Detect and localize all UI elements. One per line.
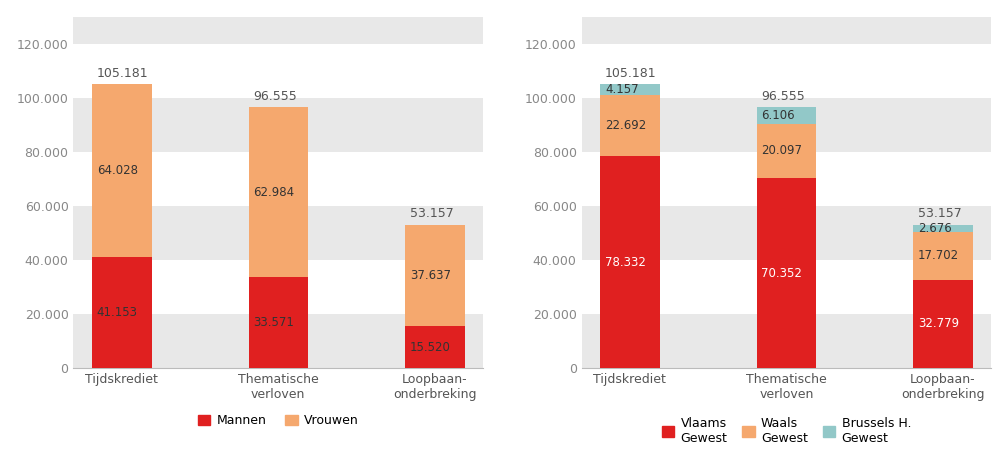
Bar (405, 225, 465, 326)
Bar (757, 178, 816, 368)
Text: 6.106: 6.106 (761, 109, 795, 122)
Bar (913, 225, 973, 232)
Bar (913, 280, 973, 368)
Bar (74, 314, 483, 368)
Bar (757, 107, 816, 124)
Text: 105.181: 105.181 (97, 67, 148, 80)
Bar (249, 278, 308, 368)
Bar (600, 95, 659, 157)
Text: 2.676: 2.676 (918, 222, 952, 234)
Bar (582, 314, 991, 368)
Text: 64.028: 64.028 (97, 164, 138, 177)
Bar (913, 232, 973, 280)
Text: 32.779: 32.779 (918, 318, 960, 331)
Bar (600, 84, 659, 95)
Text: 78.332: 78.332 (605, 256, 646, 269)
Text: 33.571: 33.571 (253, 317, 294, 329)
Text: 37.637: 37.637 (410, 269, 451, 282)
Text: 4.157: 4.157 (605, 83, 639, 96)
Bar (757, 124, 816, 178)
Bar (582, 206, 991, 260)
Text: 22.692: 22.692 (605, 119, 646, 132)
Text: 41.153: 41.153 (97, 306, 138, 319)
Legend: Vlaams
Gewest, Waals
Gewest, Brussels H.
Gewest: Vlaams Gewest, Waals Gewest, Brussels H.… (656, 412, 916, 450)
Text: 70.352: 70.352 (761, 267, 802, 280)
Text: 53.157: 53.157 (410, 207, 454, 220)
Text: 96.555: 96.555 (253, 90, 297, 103)
Text: 20.097: 20.097 (761, 144, 802, 157)
Bar (405, 326, 465, 368)
Bar (74, 17, 483, 44)
Bar (92, 257, 151, 368)
Text: 96.555: 96.555 (761, 90, 805, 103)
Text: 17.702: 17.702 (918, 249, 960, 262)
Text: 53.157: 53.157 (918, 207, 962, 220)
Text: 15.520: 15.520 (410, 341, 451, 354)
Bar (92, 84, 151, 257)
Text: 105.181: 105.181 (605, 67, 656, 80)
Legend: Mannen, Vrouwen: Mannen, Vrouwen (193, 409, 364, 432)
Bar (600, 157, 659, 368)
Text: 62.984: 62.984 (253, 186, 294, 199)
Bar (582, 98, 991, 152)
Bar (74, 98, 483, 152)
Bar (74, 206, 483, 260)
Bar (249, 107, 308, 278)
Bar (582, 17, 991, 44)
